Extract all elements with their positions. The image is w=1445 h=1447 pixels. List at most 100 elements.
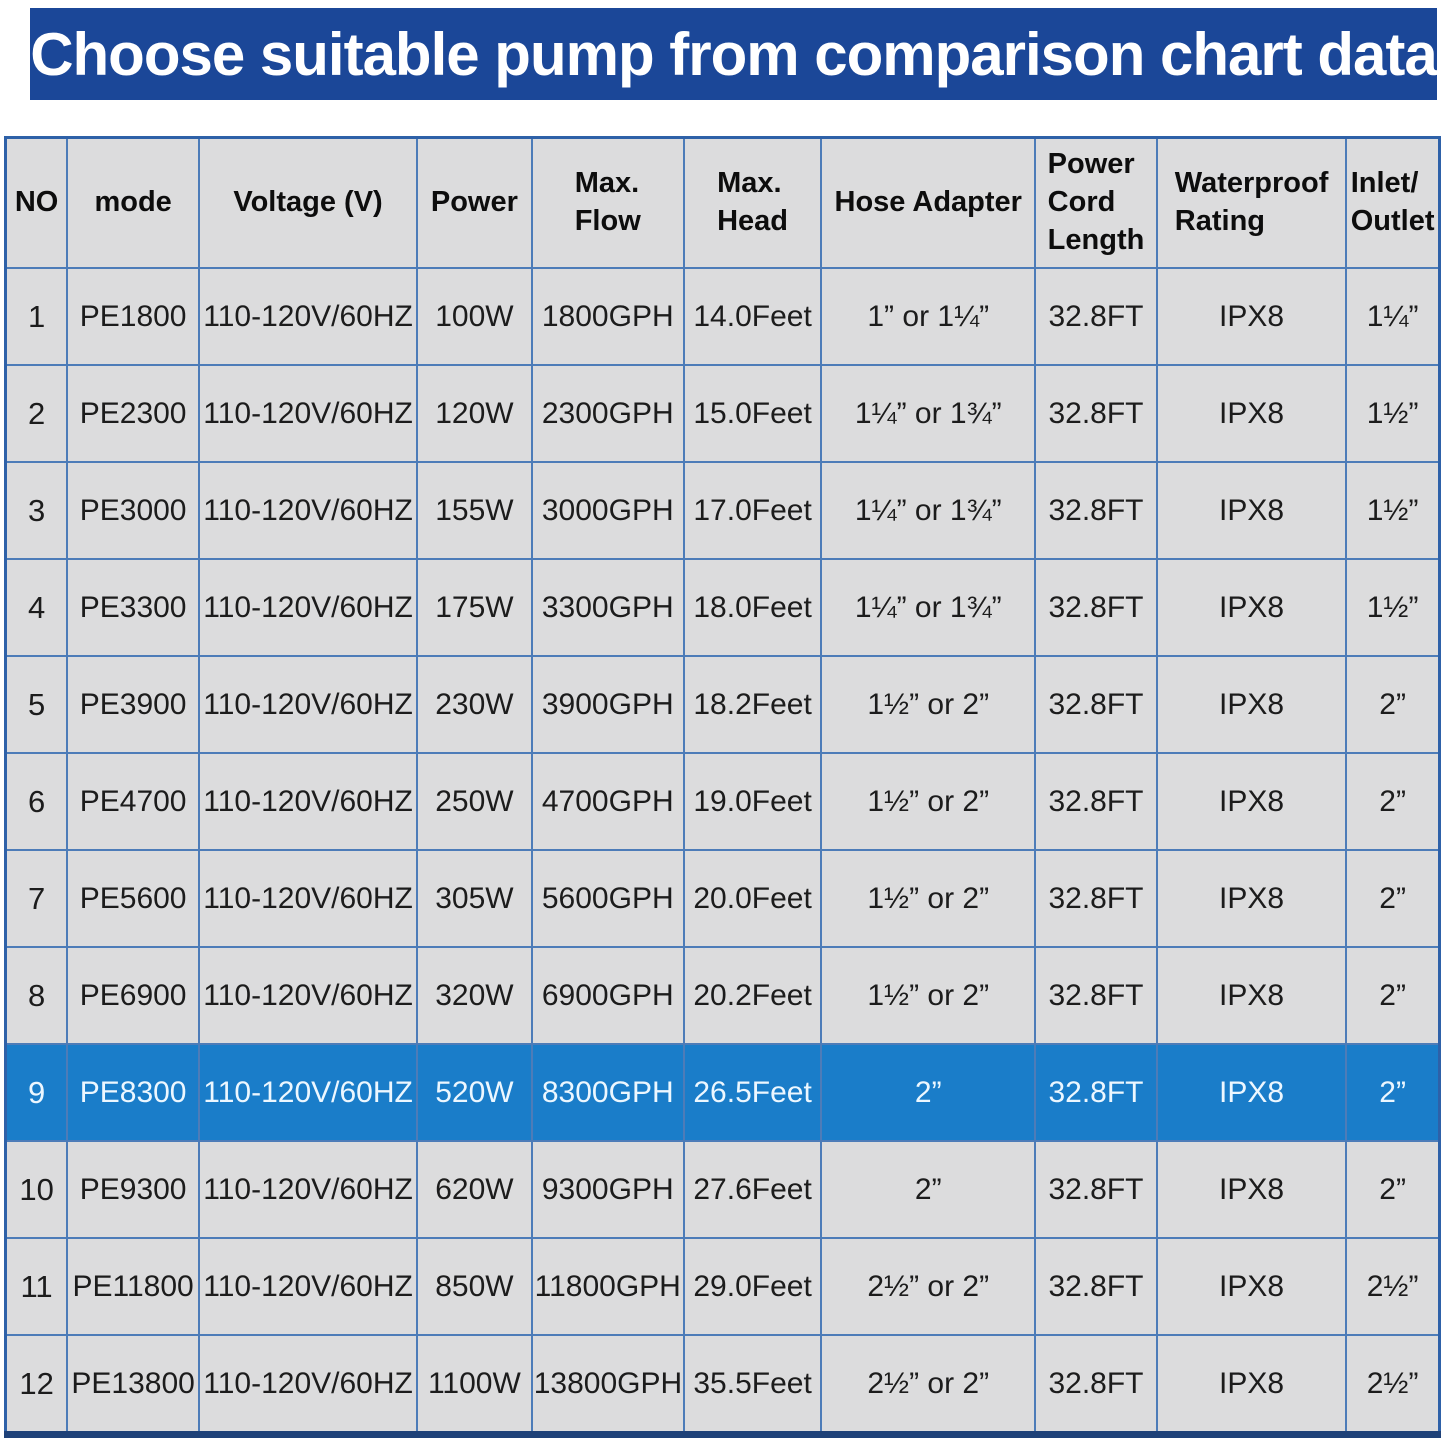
cell-voltage: 110-120V/60HZ <box>198 1043 419 1142</box>
cell-power: 620W <box>416 1140 533 1239</box>
cell-max-flow: 9300GPH <box>530 1140 685 1239</box>
cell-inlet-outlet: 2” <box>1345 752 1441 851</box>
cell-power: 305W <box>416 849 533 948</box>
cell-cord-length: 32.8FT <box>1034 364 1158 463</box>
cell-mode: PE5600 <box>66 849 201 948</box>
cell-max-head: 18.2Feet <box>682 655 823 754</box>
column-header-mode: mode <box>66 136 201 269</box>
page-title: Choose suitable pump from comparison cha… <box>30 20 1438 88</box>
cell-power: 320W <box>416 946 533 1045</box>
cell-hose-adapter: 1½” or 2” <box>820 752 1037 851</box>
cell-mode: PE2300 <box>66 364 201 463</box>
cell-inlet-outlet: 1½” <box>1345 461 1441 560</box>
cell-max-head: 17.0Feet <box>682 461 823 560</box>
table-row: 12 PE13800 110-120V/60HZ 1100W 13800GPH … <box>4 1334 1441 1436</box>
cell-max-flow: 11800GPH <box>530 1237 685 1336</box>
cell-voltage: 110-120V/60HZ <box>198 558 419 657</box>
column-header-label: Voltage (V) <box>233 186 383 219</box>
cell-mode: PE3900 <box>66 655 201 754</box>
cell-cord-length: 32.8FT <box>1034 1237 1158 1336</box>
cell-cord-length: 32.8FT <box>1034 849 1158 948</box>
cell-power: 100W <box>416 267 533 366</box>
cell-max-head: 27.6Feet <box>682 1140 823 1239</box>
cell-mode: PE1800 <box>66 267 201 366</box>
cell-cord-length: 32.8FT <box>1034 752 1158 851</box>
cell-cord-length: 32.8FT <box>1034 1140 1158 1239</box>
cell-voltage: 110-120V/60HZ <box>198 364 419 463</box>
cell-waterproof: IPX8 <box>1155 558 1348 657</box>
cell-hose-adapter: 2” <box>820 1140 1037 1239</box>
table-row: 6 PE4700 110-120V/60HZ 250W 4700GPH 19.0… <box>4 752 1441 851</box>
cell-hose-adapter: 1½” or 2” <box>820 946 1037 1045</box>
cell-inlet-outlet: 2” <box>1345 946 1441 1045</box>
cell-max-flow: 2300GPH <box>530 364 685 463</box>
column-header-label: mode <box>94 186 172 219</box>
cell-hose-adapter: 2½” or 2” <box>820 1237 1037 1336</box>
cell-no: 7 <box>4 849 69 948</box>
cell-voltage: 110-120V/60HZ <box>198 946 419 1045</box>
cell-waterproof: IPX8 <box>1155 946 1348 1045</box>
cell-hose-adapter: 2½” or 2” <box>820 1334 1037 1436</box>
column-header-voltage: Voltage (V) <box>198 136 419 269</box>
cell-voltage: 110-120V/60HZ <box>198 461 419 560</box>
cell-mode: PE11800 <box>66 1237 201 1336</box>
cell-max-flow: 3000GPH <box>530 461 685 560</box>
cell-max-head: 19.0Feet <box>682 752 823 851</box>
cell-voltage: 110-120V/60HZ <box>198 1237 419 1336</box>
cell-mode: PE3300 <box>66 558 201 657</box>
cell-cord-length: 32.8FT <box>1034 946 1158 1045</box>
cell-power: 250W <box>416 752 533 851</box>
table-body: 1 PE1800 110-120V/60HZ 100W 1800GPH 14.0… <box>4 267 1441 1436</box>
cell-power: 1100W <box>416 1334 533 1436</box>
cell-waterproof: IPX8 <box>1155 1334 1348 1436</box>
cell-power: 175W <box>416 558 533 657</box>
cell-max-head: 20.2Feet <box>682 946 823 1045</box>
cell-mode: PE6900 <box>66 946 201 1045</box>
cell-waterproof: IPX8 <box>1155 1043 1348 1142</box>
cell-waterproof: IPX8 <box>1155 752 1348 851</box>
column-header-cord-length: Power Cord Length <box>1034 136 1158 269</box>
column-header-no: NO <box>4 136 69 269</box>
cell-max-flow: 13800GPH <box>530 1334 685 1436</box>
cell-waterproof: IPX8 <box>1155 655 1348 754</box>
cell-inlet-outlet: 2½” <box>1345 1237 1441 1336</box>
cell-mode: PE3000 <box>66 461 201 560</box>
column-header-max-head: Max. Head <box>682 136 823 269</box>
cell-inlet-outlet: 2” <box>1345 1043 1441 1142</box>
column-header-max-flow: Max. Flow <box>530 136 685 269</box>
column-header-label: Inlet/ Outlet <box>1350 167 1435 237</box>
cell-max-head: 29.0Feet <box>682 1237 823 1336</box>
table-row: 4 PE3300 110-120V/60HZ 175W 3300GPH 18.0… <box>4 558 1441 657</box>
cell-mode: PE4700 <box>66 752 201 851</box>
cell-no: 3 <box>4 461 69 560</box>
cell-cord-length: 32.8FT <box>1034 1043 1158 1142</box>
cell-max-flow: 8300GPH <box>530 1043 685 1142</box>
cell-no: 8 <box>4 946 69 1045</box>
cell-max-flow: 6900GPH <box>530 946 685 1045</box>
cell-waterproof: IPX8 <box>1155 461 1348 560</box>
cell-waterproof: IPX8 <box>1155 364 1348 463</box>
cell-voltage: 110-120V/60HZ <box>198 849 419 948</box>
cell-cord-length: 32.8FT <box>1034 655 1158 754</box>
table-row: 5 PE3900 110-120V/60HZ 230W 3900GPH 18.2… <box>4 655 1441 754</box>
cell-cord-length: 32.8FT <box>1034 1334 1158 1436</box>
cell-waterproof: IPX8 <box>1155 849 1348 948</box>
table-row: 2 PE2300 110-120V/60HZ 120W 2300GPH 15.0… <box>4 364 1441 463</box>
cell-power: 120W <box>416 364 533 463</box>
cell-max-head: 35.5Feet <box>682 1334 823 1436</box>
table-header-row: NO mode Voltage (V) Power Max. Flow Max.… <box>4 136 1441 269</box>
cell-power: 520W <box>416 1043 533 1142</box>
cell-waterproof: IPX8 <box>1155 1140 1348 1239</box>
cell-voltage: 110-120V/60HZ <box>198 267 419 366</box>
column-header-waterproof: Waterproof Rating <box>1155 136 1348 269</box>
cell-max-head: 20.0Feet <box>682 849 823 948</box>
cell-inlet-outlet: 1½” <box>1345 558 1441 657</box>
cell-no: 9 <box>4 1043 69 1142</box>
column-header-label: Hose Adapter <box>834 186 1022 219</box>
cell-inlet-outlet: 1½” <box>1345 364 1441 463</box>
column-header-label: NO <box>14 186 59 219</box>
column-header-label: Max. Flow <box>574 167 641 237</box>
cell-cord-length: 32.8FT <box>1034 267 1158 366</box>
column-header-label: Max. Head <box>717 167 789 237</box>
cell-cord-length: 32.8FT <box>1034 461 1158 560</box>
